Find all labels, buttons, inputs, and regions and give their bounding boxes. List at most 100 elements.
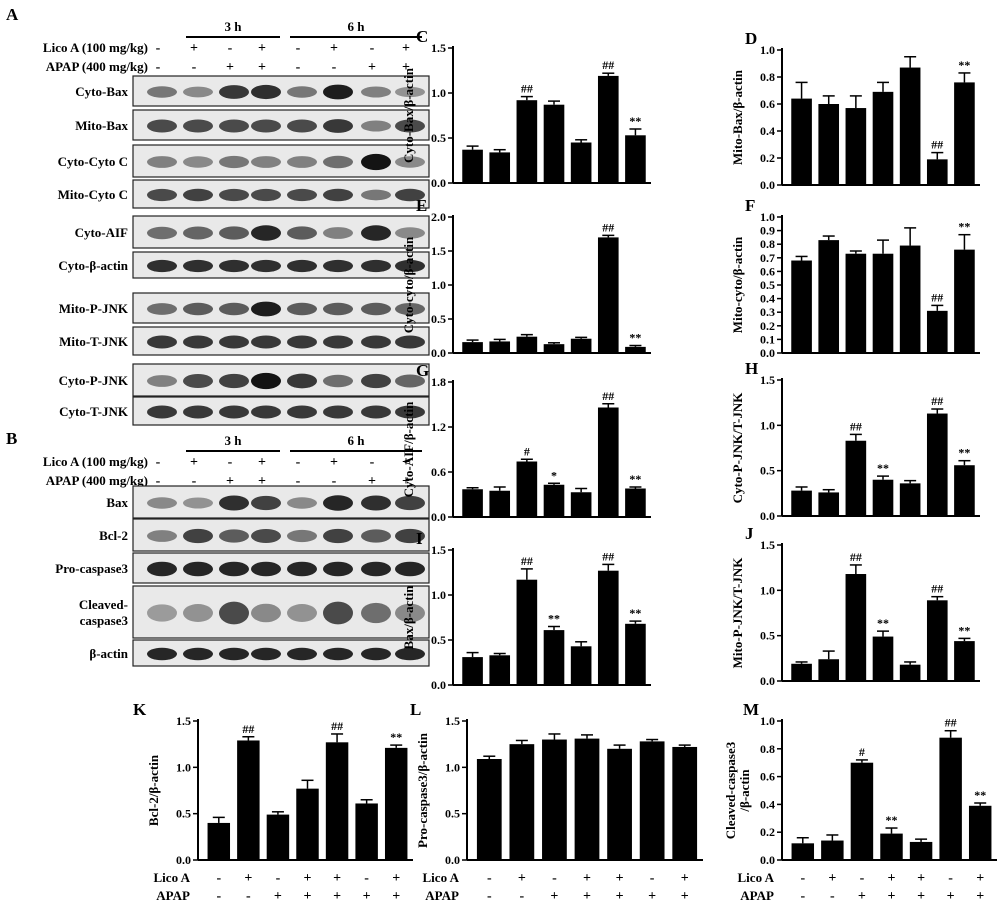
bar [899, 483, 921, 516]
blot-band [147, 561, 177, 577]
y-tick-label: 0.0 [431, 510, 446, 524]
blot-band [219, 259, 249, 273]
y-tick-label: 0.0 [760, 674, 775, 688]
lico-sign: - [552, 871, 557, 886]
significance-mark: ## [602, 389, 614, 403]
blot-band [183, 604, 213, 622]
lico-sign: + [828, 871, 836, 886]
band-label: Mito-T-JNK [59, 334, 129, 349]
blot-strip [132, 518, 430, 552]
bar [899, 67, 921, 185]
bar [543, 104, 565, 183]
bar [607, 748, 632, 860]
bar [462, 657, 483, 685]
treatment-sign: + [190, 455, 198, 470]
blot-band [395, 528, 425, 544]
bar [462, 342, 483, 353]
bar [818, 240, 840, 353]
y-tick-label: 0.6 [760, 770, 775, 784]
blot-strip [132, 585, 430, 639]
blot-band [183, 302, 213, 316]
blot-band [395, 647, 425, 661]
y-tick-label: 1.0 [431, 588, 446, 602]
bar-chart-k: K 0.0 0.5 1.0 1.5 Bcl-2/β-actin - - ## + - - + + + ## + +… [133, 700, 413, 904]
treatment-sign: + [402, 41, 410, 56]
band-label: Cyto-Bax [75, 84, 128, 99]
y-tick-label: 0.6 [760, 264, 775, 278]
significance-mark: ** [629, 331, 641, 345]
y-axis-label: Cleaved-caspase3 [723, 741, 738, 839]
bar [818, 104, 840, 185]
treatment-sign: - [156, 455, 161, 470]
bar [574, 738, 600, 860]
y-axis-label: Pro-caspase3/β-actin [415, 732, 430, 848]
treatment-sign: - [156, 41, 161, 56]
blot-band [361, 561, 391, 577]
bar [899, 245, 921, 353]
apap-sign: + [333, 889, 341, 904]
blot-band [395, 156, 425, 168]
significance-mark: ## [931, 582, 943, 596]
treatment-sign: + [402, 474, 410, 489]
bar [509, 744, 535, 860]
y-tick-label: 0.5 [431, 312, 446, 326]
significance-mark: ** [958, 220, 970, 234]
blot-band [361, 495, 391, 511]
apap-sign: - [246, 889, 251, 904]
time-label: 6 h [348, 433, 366, 448]
blot-band [147, 86, 177, 98]
time-label: 3 h [225, 19, 243, 34]
blot-band [287, 335, 317, 349]
blot-band [147, 335, 177, 349]
bar [926, 159, 948, 185]
blot-band [183, 86, 213, 98]
band-label: Bax [106, 495, 128, 510]
treatment-sign: + [226, 60, 234, 75]
blot-band [219, 302, 249, 316]
blot-band [251, 647, 281, 661]
bar [489, 341, 511, 353]
blot-band [395, 188, 425, 202]
bar [672, 746, 698, 860]
blot-band [361, 602, 391, 624]
blot-band [147, 226, 177, 240]
significance-mark: ** [958, 58, 970, 72]
blot-band [183, 561, 213, 577]
bar-chart-c: C 0.0 0.5 1.0 1.5 Cyto-Bax/β-actin ## ## ** [401, 27, 651, 190]
y-tick-label: 2.0 [431, 210, 446, 224]
apap-sign: + [976, 889, 984, 904]
apap-sign: + [392, 889, 400, 904]
blot-band [147, 647, 177, 661]
bar [516, 100, 538, 183]
lico-sign: + [304, 871, 312, 886]
bar [516, 336, 538, 353]
blot-band [361, 259, 391, 273]
bar-chart-l: L 0.0 0.5 1.0 1.5 Pro-caspase3/β-actin - - + - - + +… [410, 700, 703, 904]
blot-band [147, 405, 177, 419]
bar [845, 108, 867, 185]
y-tick-label: 0.2 [760, 319, 775, 333]
blot-strip [132, 144, 430, 178]
treatment-sign: - [156, 474, 161, 489]
blot-band [219, 119, 249, 133]
treatment-sign: + [258, 41, 266, 56]
band-label: Mito-Cyto C [58, 187, 128, 202]
treatment-sign: - [370, 41, 375, 56]
y-tick-label: 1.0 [760, 43, 775, 57]
bar-chart-j: J 0.0 0.5 1.0 1.5 Mito-P-JNK/T-JNK ## ** ## ** [730, 524, 980, 688]
blot-band [287, 373, 317, 389]
bar-chart-h: H 0.0 0.5 1.0 1.5 Cyto-P-JNK/T-JNK ## ** ## ** [730, 359, 980, 523]
treatment-sign: - [296, 474, 301, 489]
y-tick-label: 0.2 [760, 151, 775, 165]
blot-strip [132, 179, 430, 209]
apap-sign: - [487, 889, 492, 904]
significance-mark: ## [521, 554, 533, 568]
bar [207, 822, 231, 860]
blot-band [251, 372, 281, 390]
bar [597, 237, 619, 353]
blot-band [395, 603, 425, 623]
blot-band [251, 84, 281, 100]
blot-band [287, 405, 317, 419]
blot-band [219, 85, 249, 99]
